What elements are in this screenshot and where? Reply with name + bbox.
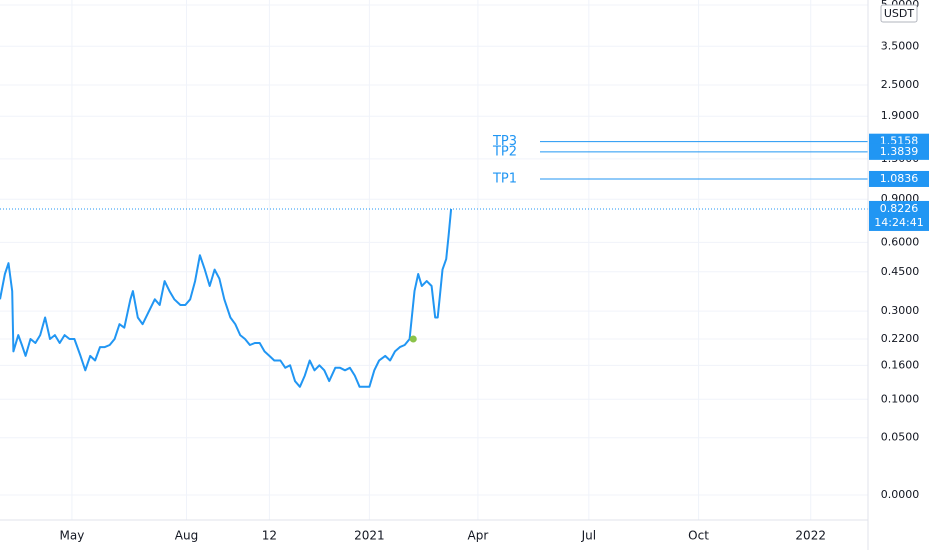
price-line: [0, 208, 453, 388]
target-price-box: [869, 170, 929, 187]
target-price-label: 1.0836: [880, 172, 919, 185]
y-tick-label: 1.9000: [881, 109, 920, 122]
x-tick-label: 12: [262, 529, 277, 543]
y-tick-label: 0.4500: [881, 265, 920, 278]
target-price-box: [869, 143, 929, 160]
x-tick-label: Apr: [468, 529, 489, 543]
x-tick-label: Oct: [688, 529, 709, 543]
y-tick-label: 0.0000: [881, 488, 920, 501]
target-name: TP3: [492, 134, 517, 149]
grid: [0, 0, 868, 520]
y-tick-label: 0.6000: [881, 235, 920, 248]
y-tick-label: 2.5000: [881, 78, 920, 91]
target-name: TP1: [492, 171, 517, 186]
y-tick-label: 0.2200: [881, 332, 920, 345]
y-tick-label: 0.1000: [881, 392, 920, 405]
x-tick-label: Jul: [581, 529, 596, 543]
x-tick-label: 2022: [795, 529, 826, 543]
y-tick-label: 0.1600: [881, 358, 920, 371]
countdown-label: 14:24:41: [874, 216, 923, 229]
last-price-label: 0.8226: [880, 202, 919, 215]
x-tick-label: 2021: [354, 529, 385, 543]
target-name: TP2: [492, 144, 517, 159]
y-tick-label: 0.3000: [881, 304, 920, 317]
x-tick-label: Aug: [175, 529, 198, 543]
currency-label[interactable]: USDT: [884, 7, 915, 20]
x-tick-label: May: [60, 529, 85, 543]
y-tick-label: 0.0500: [881, 431, 920, 444]
axes: 5.00003.50002.50001.90001.30000.90000.60…: [60, 0, 929, 543]
last-price-box: [869, 200, 929, 231]
target-price-label: 1.3839: [880, 145, 919, 158]
signal-marker: [409, 335, 417, 343]
currency-box[interactable]: [880, 4, 918, 23]
y-tick-label: 3.5000: [881, 39, 920, 52]
